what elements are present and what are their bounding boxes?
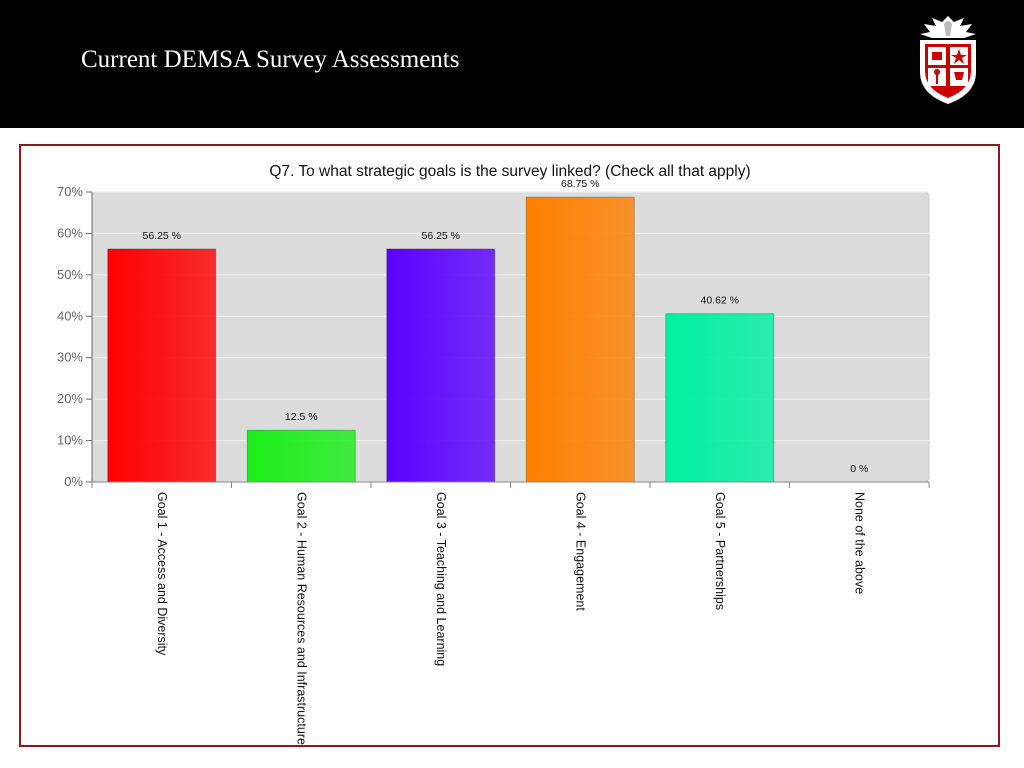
y-tick-label: 10% (57, 433, 83, 448)
x-tick-label: Goal 4 - Engagement (573, 492, 587, 611)
university-shield-logo-icon (920, 16, 976, 104)
data-label: 68.75 % (561, 178, 600, 190)
bar-chart: Q7. To what strategic goals is the surve… (57, 163, 930, 745)
y-tick-label: 70% (57, 184, 83, 199)
y-tick-label: 0% (64, 474, 83, 489)
y-tick-label: 60% (57, 225, 83, 240)
x-tick-label: Goal 3 - Teaching and Learning (434, 492, 448, 666)
slide-header: Current DEMSA Survey Assessments (0, 0, 1024, 128)
x-tick-label: None of the above (852, 492, 866, 594)
y-tick-label: 50% (57, 267, 83, 282)
data-label: 12.5 % (285, 411, 318, 423)
y-tick-label: 20% (57, 391, 83, 406)
x-tick-label: Goal 1 - Access and Diversity (155, 492, 169, 656)
bar (525, 196, 635, 483)
bar (386, 248, 496, 483)
y-tick-label: 40% (57, 308, 83, 323)
chart-title: Q7. To what strategic goals is the surve… (269, 163, 750, 180)
chart-frame: Q7. To what strategic goals is the surve… (19, 144, 1000, 747)
data-label: 56.25 % (142, 230, 181, 242)
slide-title: Current DEMSA Survey Assessments (81, 46, 460, 73)
plot-area (91, 191, 930, 483)
x-tick-label: Goal 5 - Partnerships (713, 492, 727, 610)
bar (665, 313, 775, 483)
data-label: 56.25 % (421, 230, 460, 242)
y-tick-label: 30% (57, 350, 83, 365)
bar (107, 248, 217, 483)
data-label: 40.62 % (700, 295, 739, 307)
x-tick-label: Goal 2 - Human Resources and Infrastruct… (294, 492, 308, 745)
data-label: 0 % (850, 463, 868, 475)
bar (246, 429, 356, 483)
